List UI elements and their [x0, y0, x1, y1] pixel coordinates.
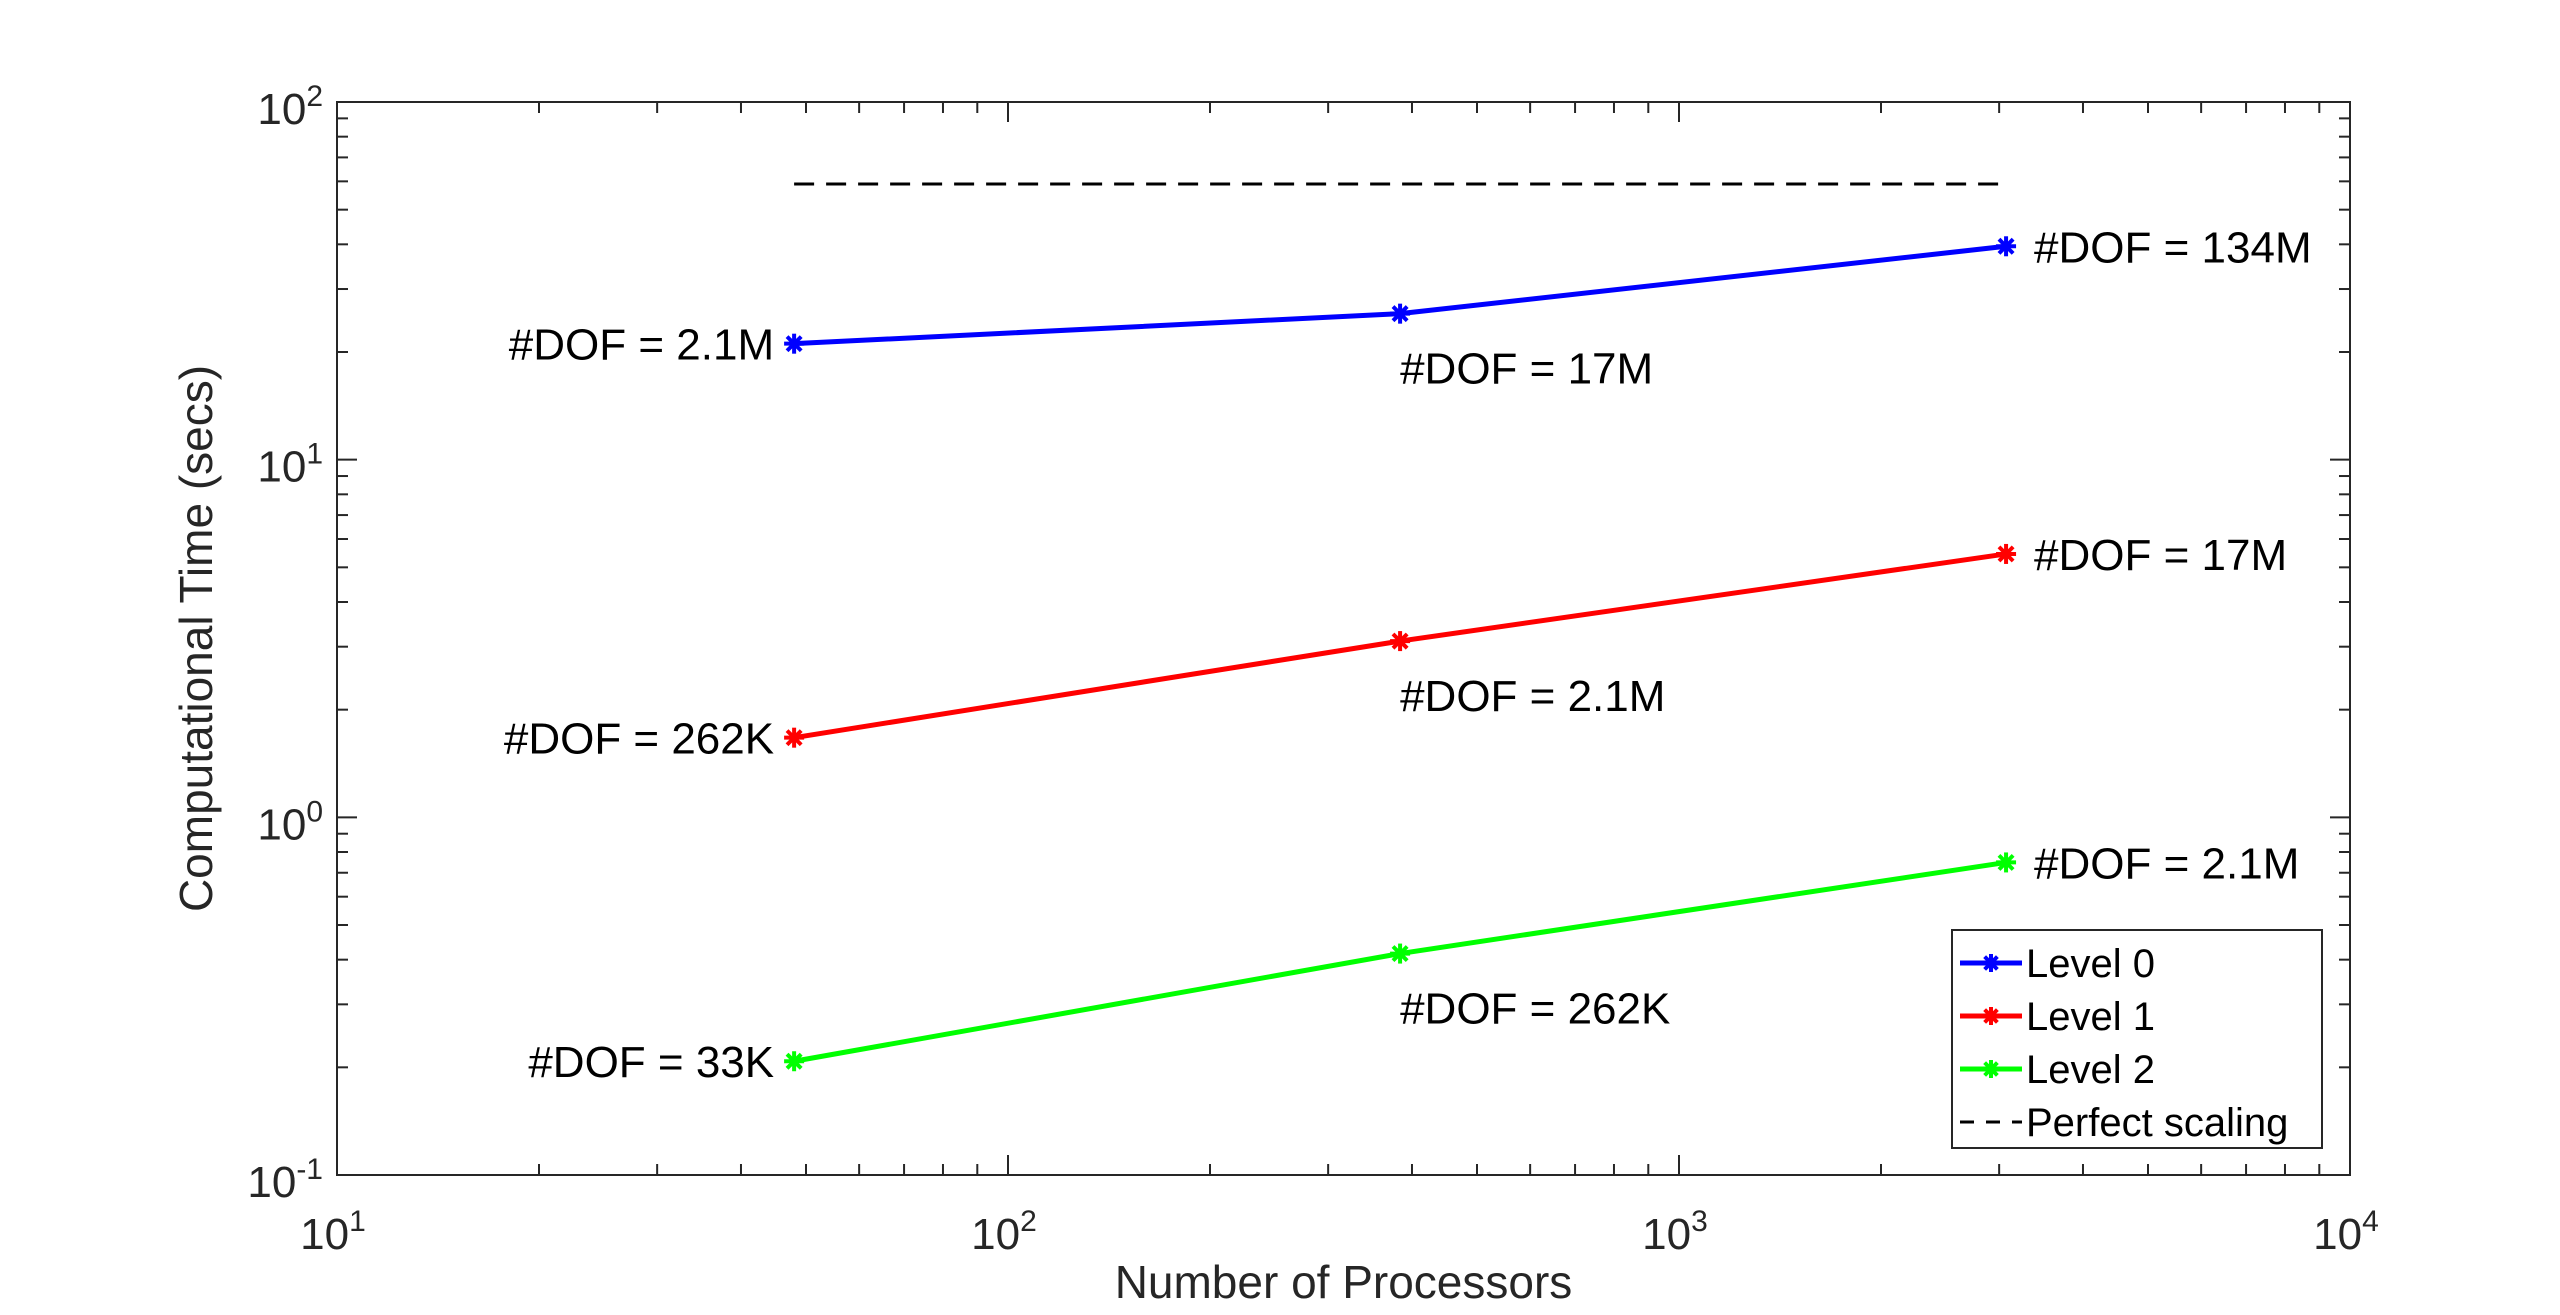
plot-frame: [336, 101, 2351, 1176]
data-point-marker: [1996, 236, 2017, 257]
data-point-label: #DOF = 134M: [2034, 223, 2312, 272]
legend-label: Level 1: [2026, 995, 2155, 1039]
data-point-label: #DOF = 17M: [1400, 345, 1653, 394]
legend-label: Level 2: [2026, 1048, 2155, 1092]
data-point-marker: [1996, 852, 2017, 873]
legend-label: Level 0: [2026, 942, 2155, 986]
data-point-marker: [1390, 631, 1411, 652]
legend-label: Perfect scaling: [2026, 1101, 2288, 1145]
y-tick-label: 10-1: [247, 1153, 323, 1207]
data-point-label: #DOF = 262K: [504, 715, 774, 764]
data-point-marker: [784, 1051, 805, 1072]
x-tick-label: 101: [300, 1205, 366, 1259]
legend-box: [1951, 929, 2323, 1149]
data-point-label: #DOF = 262K: [1400, 985, 1670, 1034]
data-point-marker: [784, 333, 805, 354]
data-point-label: #DOF = 2.1M: [2034, 839, 2299, 888]
x-axis-title: Number of Processors: [1115, 1256, 1573, 1308]
data-point-marker: [1390, 303, 1411, 324]
y-tick-label: 100: [257, 795, 323, 849]
x-tick-label: 104: [2313, 1205, 2379, 1259]
data-point-marker: [784, 727, 805, 748]
x-tick-label: 103: [1642, 1205, 1708, 1259]
legend-swatch-marker: [1982, 954, 2000, 972]
data-point-marker: [1996, 543, 2017, 564]
legend-swatch-marker: [1982, 1060, 2000, 1078]
data-point-label: #DOF = 33K: [528, 1038, 774, 1087]
x-tick-label: 102: [971, 1205, 1037, 1259]
y-tick-label: 101: [257, 438, 323, 492]
data-point-label: #DOF = 17M: [2034, 531, 2287, 580]
y-axis-title: Computational Time (secs): [170, 365, 222, 912]
data-point-label: #DOF = 2.1M: [1400, 672, 1665, 721]
data-point-marker: [1390, 943, 1411, 964]
legend-swatch-marker: [1982, 1007, 2000, 1025]
data-point-label: #DOF = 2.1M: [509, 321, 774, 370]
series-line-level-0: [793, 243, 2007, 347]
y-tick-label: 102: [257, 80, 323, 134]
